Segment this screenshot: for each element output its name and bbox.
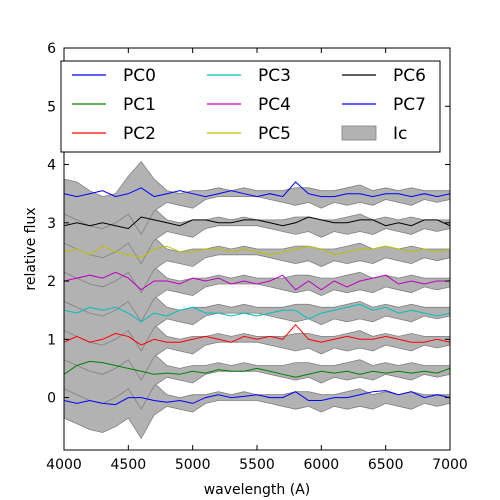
legend-label-pc6: PC6 (393, 66, 426, 86)
series-line-pc1 (64, 360, 450, 378)
legend-label-ic: Ic (393, 124, 407, 144)
series-line-pc2 (64, 323, 450, 346)
legend-label-pc4: PC4 (258, 95, 291, 115)
y-tick-label: 2 (47, 274, 56, 290)
series-line-pc6 (64, 216, 450, 230)
legend-swatch-ic (341, 125, 377, 141)
series-line-pc4 (64, 271, 450, 291)
legend-label-pc7: PC7 (393, 95, 426, 115)
x-tick-label: 4500 (111, 457, 147, 473)
y-tick-label: 6 (47, 41, 56, 57)
legend-label-pc5: PC5 (258, 124, 291, 144)
ic-band-7 (64, 160, 450, 236)
legend-box (60, 60, 441, 153)
plot-area (64, 160, 450, 440)
series-line-pc0 (64, 390, 450, 406)
series-line-pc5 (64, 245, 450, 259)
x-axis-label: wavelength (A) (204, 482, 311, 498)
legend-label-pc0: PC0 (123, 66, 156, 86)
series-line-pc7 (64, 181, 450, 198)
y-ticks: 0 1 2 3 4 5 6 (47, 41, 450, 407)
y-tick-label: 5 (47, 99, 56, 115)
x-tick-label: 5000 (175, 457, 211, 473)
x-tick-label: 6500 (368, 457, 404, 473)
legend-label-pc1: PC1 (123, 95, 156, 115)
series-line-pc3 (64, 303, 450, 323)
y-axis-label: relative flux (23, 207, 39, 290)
y-tick-label: 4 (47, 158, 56, 174)
y-tick-label: 3 (47, 216, 56, 232)
ic-band-group (64, 160, 450, 440)
legend-label-pc2: PC2 (123, 124, 156, 144)
x-tick-label: 5500 (239, 457, 275, 473)
legend: PC0 PC1 PC2 PC3 PC4 PC5 PC6 PC7 Ic (60, 60, 441, 153)
x-tick-label: 4000 (46, 457, 82, 473)
pc-series-group (64, 181, 450, 406)
x-tick-label: 6000 (304, 457, 340, 473)
x-ticks: 4000 4500 5000 5500 6000 6500 7000 (46, 48, 468, 473)
y-tick-label: 1 (47, 332, 56, 348)
x-tick-label: 7000 (432, 457, 468, 473)
y-tick-label: 0 (47, 391, 56, 407)
legend-label-pc3: PC3 (258, 66, 291, 86)
